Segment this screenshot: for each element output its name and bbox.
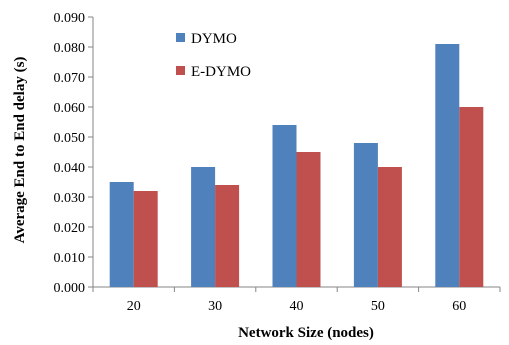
x-axis-ticks: 20 30 40 50 60 [92,287,501,314]
y-tick-label: 0.060 [54,101,86,116]
bar-dymo-30 [191,167,216,287]
bar-e-dymo-50 [377,167,402,287]
y-tick-label: 0.090 [54,11,86,26]
bar-dymo-50 [353,143,378,287]
y-axis-title: Average End to End delay (s) [12,57,28,244]
legend-label-e-dymo: E-DYMO [191,64,251,80]
y-tick-label: 0.030 [54,191,86,206]
legend: DYMO E-DYMO [176,31,251,80]
bar-dymo-40 [272,125,297,287]
legend-swatch-dymo [176,33,185,42]
x-tick-label: 60 [452,299,466,314]
y-tick-label: 0.020 [54,221,86,236]
x-tick-label: 40 [290,299,304,314]
legend-swatch-e-dymo [176,66,185,75]
bar-dymo-60 [435,44,460,287]
x-tick-label: 20 [127,299,141,314]
x-axis-title: Network Size (nodes) [238,325,374,341]
x-tick-label: 50 [371,299,385,314]
bar-e-dymo-60 [459,107,484,287]
y-tick-label: 0.080 [54,41,86,56]
bar-e-dymo-20 [133,191,158,287]
x-tick-label: 30 [208,299,222,314]
legend-label-dymo: DYMO [191,31,237,47]
bar-e-dymo-30 [215,185,240,287]
bars [109,44,484,287]
y-tick-label: 0.070 [54,71,86,86]
bar-dymo-20 [109,182,134,287]
y-tick-label: 0.050 [54,131,86,146]
y-tick-label: 0.040 [54,161,86,176]
y-tick-label: 0.000 [54,281,86,296]
y-tick-label: 0.010 [54,251,86,266]
bar-e-dymo-40 [296,152,321,287]
y-axis-ticks: 0.000 0.010 0.020 0.030 0.040 0.050 0.060 0.070… [54,11,93,296]
